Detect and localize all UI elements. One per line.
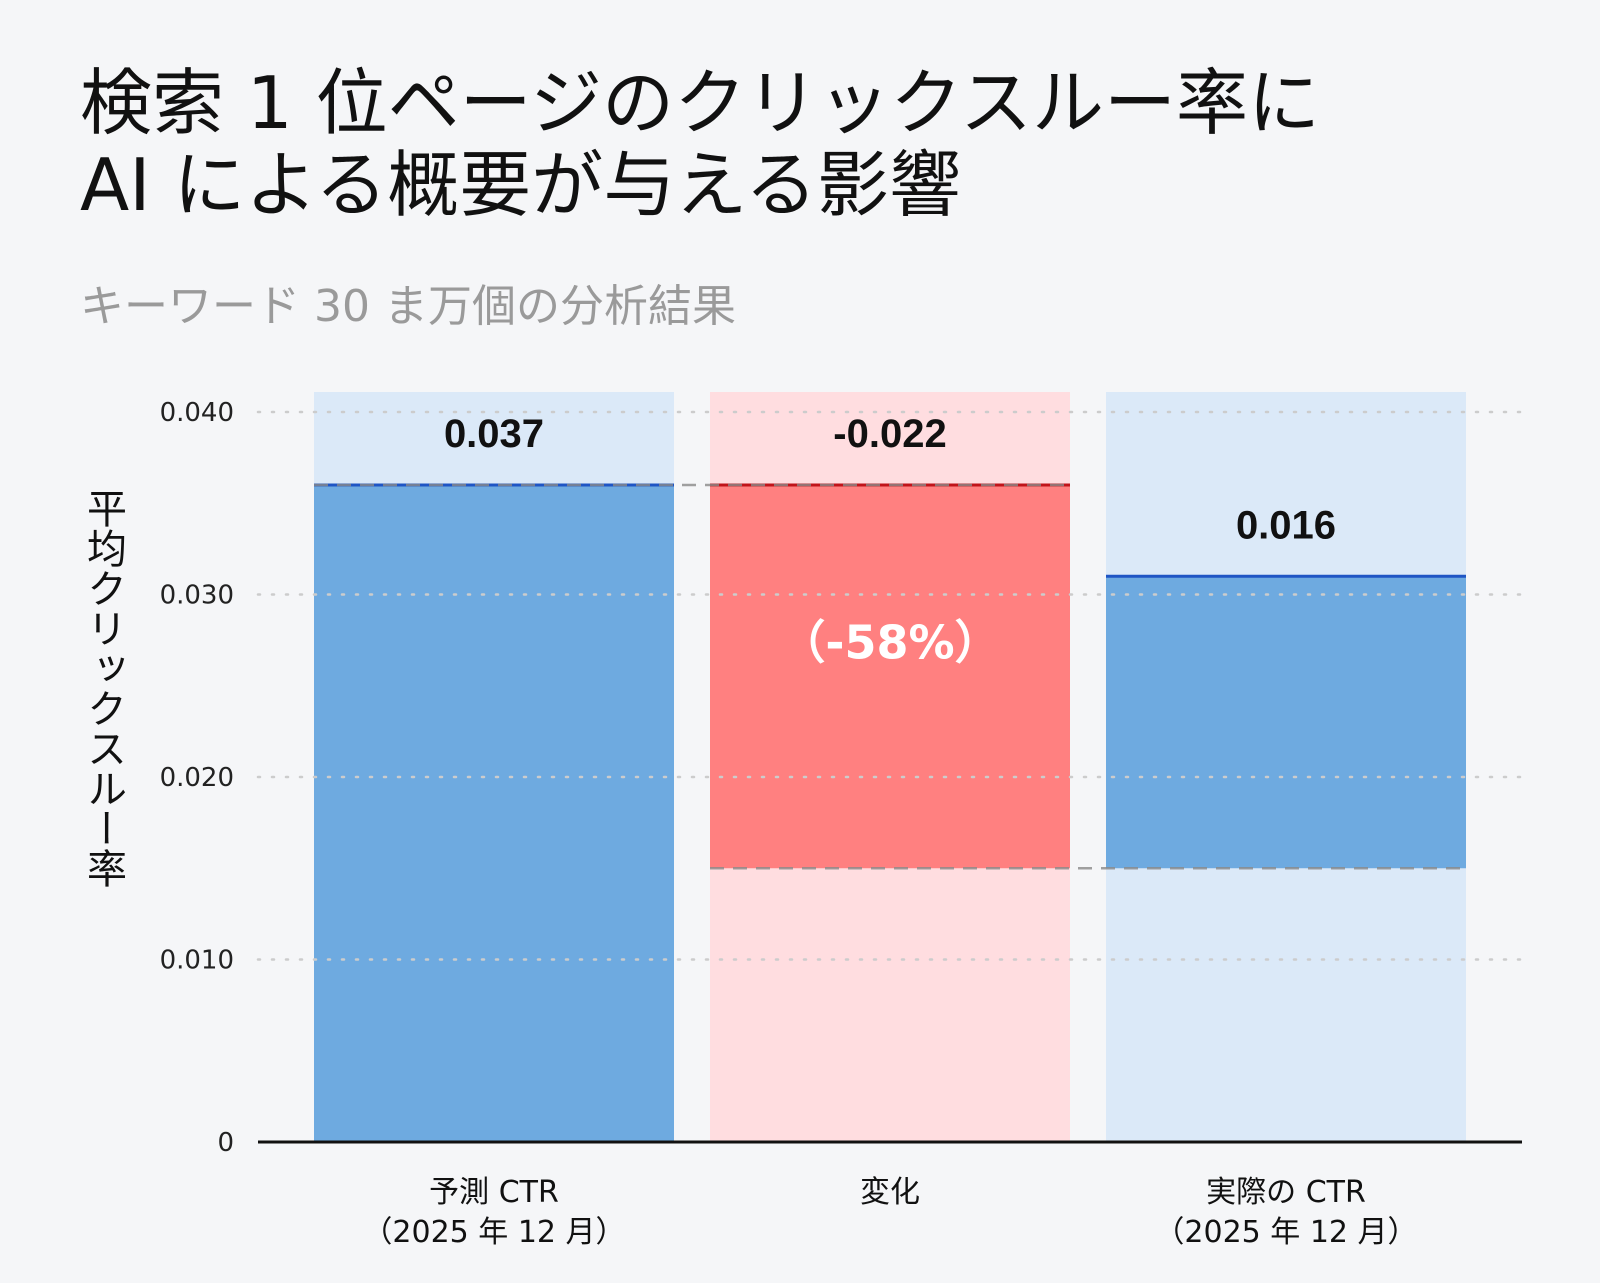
category-label-0-0: 予測 CTR (429, 1175, 559, 1210)
chart-subtitle: キーワード 30 ま万個の分析結果 (80, 281, 736, 332)
title-line-2: AI による概要が与える影響 (80, 143, 962, 227)
value-label-actual: 0.016 (1236, 503, 1336, 547)
chart-title: 検索 1 位ページのクリックスルー率に AI による概要が与える影響 (80, 62, 1540, 226)
title-line-1: 検索 1 位ページのクリックスルー率に (80, 61, 1320, 145)
category-label-0-1: （2025 年 12 月） (362, 1215, 625, 1250)
category-label-2-1: （2025 年 12 月） (1154, 1215, 1417, 1250)
y-axis-label: 平均クリックスルー率 (80, 488, 126, 888)
y-tick-label-0: 0 (217, 1128, 234, 1158)
y-tick-label-1: 0.010 (160, 946, 234, 976)
category-label-1-0: 変化 (860, 1175, 920, 1210)
bar-actual-ctr (1106, 576, 1466, 869)
y-tick-label-2: 0.020 (160, 763, 234, 793)
y-tick-label-4: 0.040 (160, 398, 234, 428)
bar-change (710, 485, 1070, 869)
bar-predicted-ctr (314, 485, 674, 1142)
value-label-change: -0.022 (833, 412, 946, 456)
category-label-2-0: 実際の CTR (1206, 1175, 1366, 1210)
percent-change-label: （-58%） (779, 616, 1000, 670)
value-label-predicted: 0.037 (444, 412, 544, 456)
y-tick-label-3: 0.030 (160, 581, 234, 611)
